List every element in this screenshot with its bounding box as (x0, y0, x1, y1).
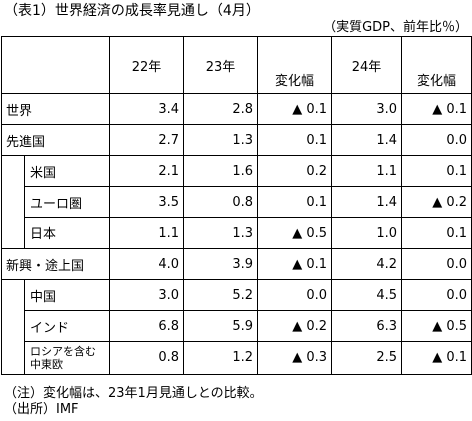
cell-23: 5.9 (183, 310, 258, 342)
cell-change-24: 0.1 (401, 217, 472, 249)
row-label: 新興・途上国 (1, 248, 110, 280)
cell-23: 1.3 (183, 124, 258, 156)
cell-24: 2.5 (331, 341, 402, 375)
header-row: 22年 23年 変化幅 24年 変化幅 (1, 36, 472, 94)
cell-change-23: 0.1 (257, 124, 332, 156)
row-label: インド (1, 310, 110, 342)
cell-change-23: ▲ 0.1 (257, 93, 332, 125)
cell-22: 0.8 (109, 341, 184, 375)
cell-change-23: ▲ 0.3 (257, 341, 332, 375)
cell-22: 2.7 (109, 124, 184, 156)
cell-change-24: 0.0 (401, 248, 472, 280)
row-label: 世界 (1, 93, 110, 125)
cell-change-23: ▲ 0.2 (257, 310, 332, 342)
cell-23: 5.2 (183, 279, 258, 311)
cell-change-23: ▲ 0.5 (257, 217, 332, 249)
table-title: （表1）世界経済の成長率見通し（4月） (4, 3, 260, 19)
table-row: 新興・途上国 4.0 3.9 ▲ 0.1 4.2 0.0 (1, 248, 472, 280)
table-row: ユーロ圏 3.5 0.8 0.1 1.4 ▲ 0.2 (1, 186, 472, 218)
cell-24: 1.4 (331, 186, 402, 218)
cell-24: 1.1 (331, 155, 402, 187)
source-note: （出所）IMF (4, 402, 79, 417)
header-change-24: 変化幅 (401, 36, 472, 94)
unit-label: （実質GDP、前年比％） (323, 20, 468, 35)
growth-forecast-table: 22年 23年 変化幅 24年 変化幅 世界 3.4 2.8 ▲ 0.1 3.0 ▲ 0.… (1, 36, 472, 375)
cell-change-24: 0.0 (401, 279, 472, 311)
cell-22: 4.0 (109, 248, 184, 280)
cell-change-24: 0.0 (401, 124, 472, 156)
cell-24: 1.4 (331, 124, 402, 156)
cell-23: 2.8 (183, 93, 258, 125)
cell-22: 3.4 (109, 93, 184, 125)
cell-22: 6.8 (109, 310, 184, 342)
row-label: ユーロ圏 (1, 186, 110, 218)
cell-change-24: 0.1 (401, 155, 472, 187)
row-label: 米国 (1, 155, 110, 187)
cell-23: 0.8 (183, 186, 258, 218)
cell-24: 1.0 (331, 217, 402, 249)
cell-24: 4.2 (331, 248, 402, 280)
notes: （注）変化幅は、23年1月見通しとの比較。 （出所）IMF (4, 386, 263, 418)
header-24: 24年 (331, 36, 402, 94)
row-label: ロシアを含む中東欧 (1, 341, 110, 375)
cell-change-24: ▲ 0.2 (401, 186, 472, 218)
cell-24: 3.0 (331, 93, 402, 125)
row-label: 中国 (1, 279, 110, 311)
cell-22: 3.5 (109, 186, 184, 218)
cell-change-23: 0.2 (257, 155, 332, 187)
cell-24: 6.3 (331, 310, 402, 342)
cell-change-24: ▲ 0.1 (401, 341, 472, 375)
table-row: 米国 2.1 1.6 0.2 1.1 0.1 (1, 155, 472, 187)
header-change-23: 変化幅 (257, 36, 332, 94)
footnote: （注）変化幅は、23年1月見通しとの比較。 (4, 386, 263, 401)
row-label: 日本 (1, 217, 110, 249)
cell-23: 1.2 (183, 341, 258, 375)
table-row: 世界 3.4 2.8 ▲ 0.1 3.0 ▲ 0.1 (1, 93, 472, 125)
cell-change-24: ▲ 0.5 (401, 310, 472, 342)
table-row: 先進国 2.7 1.3 0.1 1.4 0.0 (1, 124, 472, 156)
header-22: 22年 (109, 36, 184, 94)
cell-23: 1.3 (183, 217, 258, 249)
cell-22: 1.1 (109, 217, 184, 249)
cell-change-23: ▲ 0.1 (257, 248, 332, 280)
cell-change-23: 0.0 (257, 279, 332, 311)
cell-22: 3.0 (109, 279, 184, 311)
row-label: 先進国 (1, 124, 110, 156)
cell-change-23: 0.1 (257, 186, 332, 218)
header-blank (1, 36, 110, 94)
cell-23: 1.6 (183, 155, 258, 187)
cell-24: 4.5 (331, 279, 402, 311)
cell-change-24: ▲ 0.1 (401, 93, 472, 125)
table-row: 中国 3.0 5.2 0.0 4.5 0.0 (1, 279, 472, 311)
table-row: ロシアを含む中東欧 0.8 1.2 ▲ 0.3 2.5 ▲ 0.1 (1, 341, 472, 375)
cell-23: 3.9 (183, 248, 258, 280)
table-row: インド 6.8 5.9 ▲ 0.2 6.3 ▲ 0.5 (1, 310, 472, 342)
table-row: 日本 1.1 1.3 ▲ 0.5 1.0 0.1 (1, 217, 472, 249)
header-23: 23年 (183, 36, 258, 94)
cell-22: 2.1 (109, 155, 184, 187)
